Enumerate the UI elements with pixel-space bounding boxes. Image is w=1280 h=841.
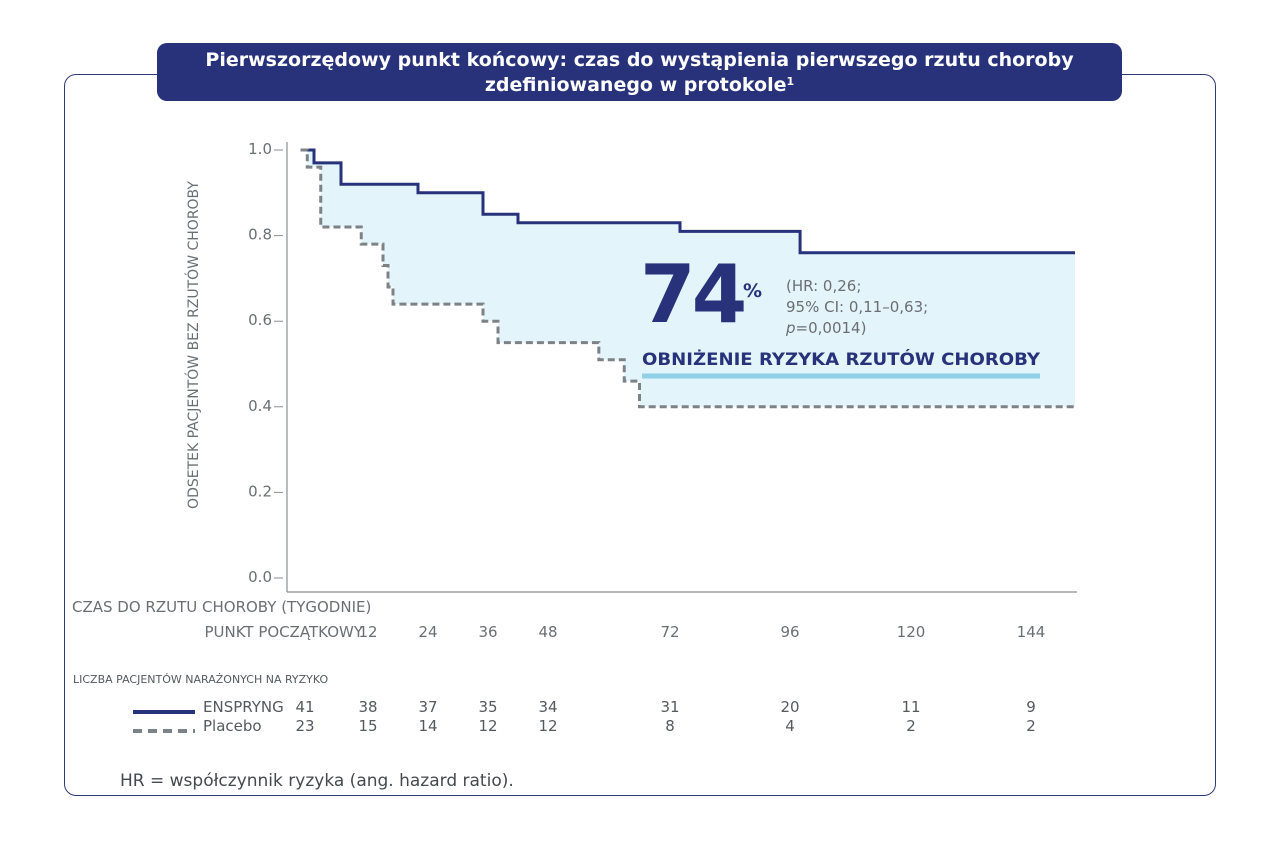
x-tick-label: 24 bbox=[418, 623, 437, 641]
y-axis-label: ODSETEK PACJENTÓW BEZ RZUTÓW CHOROBY bbox=[184, 181, 202, 509]
risk-cell: 31 bbox=[660, 698, 680, 716]
risk-row-label: ENSPRYNG bbox=[203, 698, 284, 716]
x-tick-label: PUNKT POCZĄTKOWY bbox=[204, 623, 363, 641]
risk-table-title: LICZBA PACJENTÓW NARAŻONYCH NA RYZYKO bbox=[73, 673, 329, 686]
risk-cell: 37 bbox=[418, 698, 438, 716]
risk-cell: 20 bbox=[780, 698, 800, 716]
x-tick-label: 120 bbox=[897, 623, 926, 641]
y-axis-ticks: 0.0 0.2 0.4 0.6 0.8 1.0 bbox=[248, 140, 283, 586]
title-line-2: zdefiniowanego w protokole bbox=[484, 74, 787, 96]
footnote: HR = współczynnik ryzyka (ang. hazard ra… bbox=[120, 771, 514, 791]
annotation-headline: OBNIŻENIE RYZYKA RZUTÓW CHOROBY bbox=[642, 348, 1041, 370]
p-symbol: p bbox=[785, 319, 796, 337]
title-footnote-mark: 1 bbox=[786, 75, 795, 88]
series-line-enspryng bbox=[300, 148, 1075, 255]
risk-cell: 12 bbox=[538, 717, 558, 735]
risk-cell: 9 bbox=[1026, 698, 1036, 716]
x-tick-label: 144 bbox=[1017, 623, 1046, 641]
risk-cell: 4 bbox=[785, 717, 795, 735]
title-banner: Pierwszorzędowy punkt końcowy: czas do w… bbox=[157, 43, 1122, 101]
risk-cell: 14 bbox=[418, 717, 438, 735]
x-tick-label: 72 bbox=[660, 623, 679, 641]
x-tick-label: 12 bbox=[358, 623, 377, 641]
risk-cell: 38 bbox=[358, 698, 378, 716]
risk-cell: 8 bbox=[665, 717, 675, 735]
annotation-stat-line-1: (HR: 0,26; bbox=[786, 277, 861, 295]
risk-cell: 2 bbox=[1026, 717, 1036, 735]
risk-cell: 15 bbox=[358, 717, 378, 735]
risk-cell: 12 bbox=[478, 717, 498, 735]
y-tick-label: 0.4 bbox=[248, 397, 272, 415]
x-axis-label: CZAS DO RZUTU CHOROBY (TYGODNIE) bbox=[72, 598, 371, 616]
risk-cell: 41 bbox=[295, 698, 315, 716]
risk-cell: 2 bbox=[906, 717, 916, 735]
y-tick-label: 0.2 bbox=[248, 482, 272, 500]
y-tick-label: 0.0 bbox=[248, 568, 272, 586]
annotation-percent: % bbox=[743, 280, 762, 302]
risk-cell: 11 bbox=[901, 698, 921, 716]
annotation-stat-line-2: 95% CI: 0,11–0,63; bbox=[786, 298, 928, 316]
p-value: =0,0014) bbox=[796, 319, 867, 337]
risk-cell: 35 bbox=[478, 698, 498, 716]
series-layer bbox=[300, 148, 1075, 409]
x-tick-label: 36 bbox=[478, 623, 497, 641]
annotation-stat-line-3: p=0,0014) bbox=[785, 319, 866, 337]
risk-cell: 23 bbox=[295, 717, 315, 735]
y-tick-label: 0.8 bbox=[248, 226, 272, 244]
annotation-big-number: 74 bbox=[640, 248, 744, 341]
risk-cell: 34 bbox=[538, 698, 558, 716]
x-tick-label: 96 bbox=[780, 623, 799, 641]
y-tick-label: 0.6 bbox=[248, 311, 272, 329]
title-line-1: Pierwszorzędowy punkt końcowy: czas do w… bbox=[205, 49, 1074, 71]
y-tick-label: 1.0 bbox=[248, 140, 272, 158]
risk-row-label: Placebo bbox=[203, 717, 262, 735]
x-tick-label: 48 bbox=[538, 623, 557, 641]
